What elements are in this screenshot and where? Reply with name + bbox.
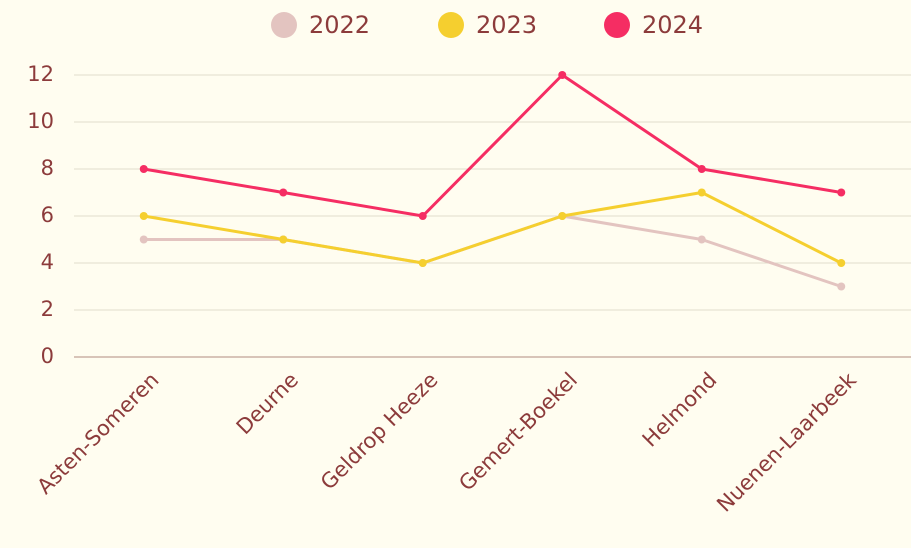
series-line	[143, 191, 842, 265]
data-point	[837, 259, 846, 267]
legend-marker	[604, 12, 630, 38]
y-tick-label: 4	[41, 250, 54, 274]
legend-marker	[438, 12, 464, 38]
x-tick-label: Geldrop Heeze	[316, 368, 443, 495]
legend-marker	[271, 12, 297, 38]
data-point	[697, 235, 706, 244]
data-point	[139, 235, 148, 244]
data-point	[418, 212, 427, 220]
data-point	[697, 188, 706, 197]
legend-label: 2024	[642, 11, 703, 39]
y-tick-label: 12	[27, 62, 54, 86]
data-point	[279, 235, 288, 244]
y-tick-label: 6	[41, 203, 54, 227]
x-tick-label: Gemert-Boekel	[454, 368, 582, 496]
data-point	[418, 259, 427, 267]
data-point	[837, 282, 846, 291]
data-point	[697, 165, 706, 173]
y-tick-label: 2	[41, 297, 54, 321]
series-line	[143, 214, 842, 288]
x-tick-label: Asten-Someren	[32, 368, 163, 499]
y-tick-label: 10	[27, 109, 54, 133]
data-point	[279, 188, 288, 197]
data-point	[558, 71, 567, 79]
legend-label: 2022	[309, 11, 370, 39]
data-point	[139, 165, 148, 173]
data-point	[837, 188, 846, 197]
y-tick-label: 8	[41, 156, 54, 180]
series-line	[143, 73, 842, 218]
legend-label: 2023	[476, 11, 537, 39]
x-tick-label: Nuenen-Laarbeek	[712, 367, 861, 516]
x-tick-label: Deurne	[232, 368, 303, 439]
data-point	[558, 212, 567, 220]
data-point	[139, 212, 148, 220]
y-tick-label: 0	[41, 344, 54, 368]
x-tick-label: Helmond	[638, 368, 722, 452]
